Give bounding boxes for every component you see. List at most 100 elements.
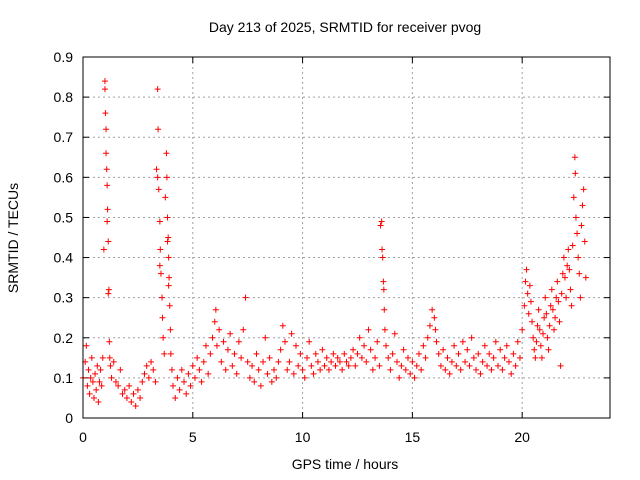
data-point bbox=[385, 354, 392, 361]
data-point bbox=[103, 166, 110, 173]
data-point bbox=[422, 354, 429, 361]
data-point bbox=[369, 366, 376, 373]
data-point bbox=[510, 350, 517, 357]
data-point bbox=[312, 350, 319, 357]
data-point bbox=[317, 366, 324, 373]
data-point bbox=[88, 354, 95, 361]
data-point bbox=[165, 254, 172, 261]
data-point bbox=[529, 318, 536, 325]
data-point bbox=[356, 334, 363, 341]
data-point bbox=[579, 202, 586, 209]
x-tick-label: 0 bbox=[79, 429, 87, 445]
data-point bbox=[181, 378, 188, 385]
data-point bbox=[222, 366, 229, 373]
data-point bbox=[87, 374, 94, 381]
y-tick-label: 0.6 bbox=[54, 169, 74, 185]
data-point bbox=[105, 286, 112, 293]
data-point bbox=[475, 350, 482, 357]
data-point bbox=[167, 350, 174, 357]
data-point bbox=[379, 246, 386, 253]
data-point bbox=[551, 326, 558, 333]
data-point bbox=[104, 182, 111, 189]
data-point bbox=[174, 374, 181, 381]
data-point bbox=[187, 382, 194, 389]
data-point bbox=[159, 314, 166, 321]
data-point bbox=[244, 358, 251, 365]
data-point bbox=[389, 350, 396, 357]
data-point bbox=[516, 354, 523, 361]
data-point bbox=[106, 338, 113, 345]
data-point bbox=[571, 154, 578, 161]
data-point bbox=[552, 314, 559, 321]
data-point bbox=[92, 370, 99, 377]
data-point bbox=[284, 366, 291, 373]
data-point bbox=[211, 318, 218, 325]
plot-frame bbox=[82, 56, 611, 419]
data-point bbox=[253, 350, 260, 357]
data-point bbox=[378, 218, 385, 225]
data-point bbox=[426, 322, 433, 329]
data-point bbox=[157, 246, 164, 253]
data-point bbox=[328, 358, 335, 365]
data-point bbox=[220, 338, 227, 345]
data-point bbox=[556, 318, 563, 325]
data-point bbox=[159, 294, 166, 301]
data-point bbox=[105, 290, 112, 297]
data-point bbox=[176, 386, 183, 393]
data-point bbox=[574, 230, 581, 237]
data-point bbox=[154, 86, 161, 93]
data-point bbox=[102, 110, 109, 117]
data-point bbox=[546, 322, 553, 329]
data-point bbox=[282, 338, 289, 345]
data-point bbox=[160, 334, 167, 341]
data-point bbox=[486, 350, 493, 357]
data-point bbox=[216, 326, 223, 333]
data-point bbox=[566, 266, 573, 273]
data-point bbox=[457, 366, 464, 373]
data-point bbox=[121, 386, 128, 393]
data-point bbox=[101, 78, 108, 85]
data-point bbox=[394, 358, 401, 365]
data-point bbox=[490, 354, 497, 361]
data-point bbox=[141, 370, 148, 377]
data-point bbox=[97, 366, 104, 373]
data-point bbox=[464, 346, 471, 353]
data-point bbox=[238, 354, 245, 361]
data-point bbox=[299, 366, 306, 373]
data-point bbox=[400, 346, 407, 353]
data-point bbox=[576, 270, 583, 277]
data-point bbox=[94, 362, 101, 369]
data-point bbox=[152, 378, 159, 385]
data-point bbox=[164, 214, 171, 221]
data-point bbox=[290, 370, 297, 377]
data-point bbox=[503, 342, 510, 349]
data-point bbox=[310, 370, 317, 377]
data-point bbox=[544, 334, 551, 341]
data-point bbox=[564, 262, 571, 269]
data-point bbox=[435, 350, 442, 357]
data-point bbox=[240, 326, 247, 333]
data-point bbox=[459, 338, 466, 345]
data-point bbox=[98, 382, 105, 389]
data-point bbox=[514, 338, 521, 345]
data-point bbox=[275, 358, 282, 365]
data-point bbox=[575, 254, 582, 261]
data-point bbox=[95, 398, 102, 405]
data-point bbox=[85, 366, 92, 373]
data-point bbox=[167, 326, 174, 333]
data-point bbox=[200, 358, 207, 365]
data-point bbox=[165, 234, 172, 241]
data-point bbox=[198, 378, 205, 385]
y-tick-label: 0.2 bbox=[54, 330, 74, 346]
data-point bbox=[525, 310, 532, 317]
data-point bbox=[143, 362, 150, 369]
data-point bbox=[123, 394, 130, 401]
data-point bbox=[484, 362, 491, 369]
data-point bbox=[130, 390, 137, 397]
data-point bbox=[377, 222, 384, 229]
data-point bbox=[477, 370, 484, 377]
data-point bbox=[168, 366, 175, 373]
data-point bbox=[156, 262, 163, 269]
data-point bbox=[105, 238, 112, 245]
data-point bbox=[202, 342, 209, 349]
